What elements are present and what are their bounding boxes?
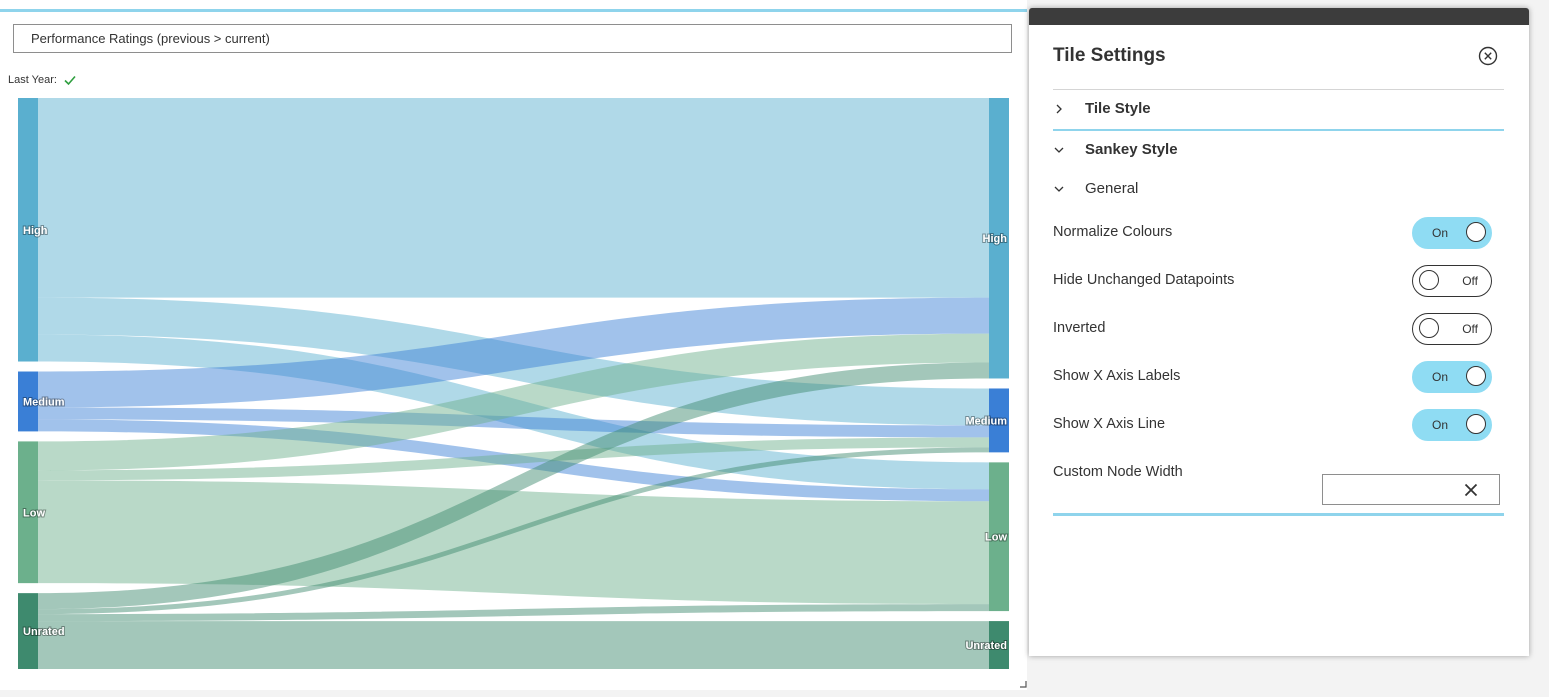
node-label-right-unrated: Unrated: [965, 640, 1007, 652]
canvas-top-border: [0, 9, 1027, 12]
toggle-knob: [1419, 318, 1439, 338]
toggle-state: On: [1432, 418, 1449, 432]
node-right-high[interactable]: [989, 98, 1009, 379]
toggle-state: On: [1432, 226, 1449, 240]
last-year-indicator: Last Year:: [8, 73, 77, 87]
toggle-knob: [1419, 270, 1439, 290]
node-label-right-medium: Medium: [965, 415, 1007, 427]
link-unrated-to-unrated[interactable]: [38, 621, 989, 669]
sankey-chart: High Medium Low Unrated High Medium Low Unrated: [18, 98, 1009, 669]
inverted-toggle[interactable]: Off: [1412, 313, 1492, 345]
link-medium-to-high[interactable]: [38, 297, 989, 408]
section-end-divider: [1053, 513, 1504, 516]
node-label-right-low: Low: [985, 532, 1007, 544]
show-x-axis-line-toggle[interactable]: On: [1412, 409, 1492, 441]
node-label-right-high: High: [983, 233, 1008, 245]
chevron-right-icon: [1056, 104, 1062, 113]
section-tile-style[interactable]: Tile Style: [1053, 100, 1151, 117]
node-label-left-unrated: Unrated: [23, 626, 65, 638]
node-right-medium[interactable]: [989, 388, 1009, 453]
link-unrated-to-low[interactable]: [38, 604, 989, 622]
panel-divider: [1053, 89, 1504, 90]
link-medium-to-low[interactable]: [38, 419, 989, 502]
toggle-state: Off: [1462, 322, 1478, 336]
section-sankey-style[interactable]: Sankey Style: [1053, 141, 1178, 158]
normalize-colours-toggle[interactable]: On: [1412, 217, 1492, 249]
node-label-left-low: Low: [23, 507, 45, 519]
link-low-to-low[interactable]: [38, 480, 989, 605]
last-year-label: Last Year:: [8, 74, 57, 86]
normalize-colours-label: Normalize Colours: [1053, 224, 1173, 240]
node-right-low[interactable]: [989, 462, 1009, 612]
section-general[interactable]: General: [1053, 180, 1138, 197]
hide-unchanged-label: Hide Unchanged Datapoints: [1053, 272, 1235, 288]
node-label-left-high: High: [23, 225, 48, 237]
node-left-medium[interactable]: [18, 371, 38, 432]
panel-title: Tile Settings: [1053, 45, 1166, 66]
link-unrated-to-medium[interactable]: [38, 447, 989, 615]
chevron-down-icon: [1054, 147, 1064, 153]
node-label-left-medium: Medium: [23, 396, 65, 408]
tile-settings-panel: Tile Settings Tile Style Sankey Style Ge…: [1029, 8, 1529, 656]
toggle-state: On: [1432, 370, 1449, 384]
section-sankey-style-label: Sankey Style: [1085, 141, 1178, 158]
show-x-axis-labels-label: Show X Axis Labels: [1053, 368, 1181, 384]
node-left-unrated[interactable]: [18, 593, 38, 669]
toggle-knob: [1466, 414, 1486, 434]
show-x-axis-line-label: Show X Axis Line: [1053, 416, 1166, 432]
chart-canvas: Performance Ratings (previous > current)…: [0, 0, 1027, 690]
node-right-unrated[interactable]: [989, 621, 1009, 669]
node-left-high[interactable]: [18, 98, 38, 362]
toggle-knob: [1466, 222, 1486, 242]
toggle-state: Off: [1462, 274, 1478, 288]
link-low-to-medium[interactable]: [38, 437, 989, 481]
inverted-label: Inverted: [1053, 320, 1106, 336]
node-left-low[interactable]: [18, 441, 38, 584]
chart-title-field[interactable]: Performance Ratings (previous > current): [13, 24, 1012, 53]
show-x-axis-labels-toggle[interactable]: On: [1412, 361, 1492, 393]
link-medium-to-medium[interactable]: [38, 407, 989, 438]
link-low-to-high[interactable]: [38, 333, 989, 471]
check-icon: [64, 75, 76, 86]
hide-unchanged-toggle[interactable]: Off: [1412, 265, 1492, 297]
clear-x-icon[interactable]: [1463, 482, 1479, 498]
toggle-knob: [1466, 366, 1486, 386]
section-tile-style-label: Tile Style: [1085, 100, 1151, 117]
section-divider: [1053, 129, 1504, 131]
link-high-to-low[interactable]: [38, 334, 989, 490]
section-general-label: General: [1085, 180, 1139, 197]
link-unrated-to-high[interactable]: [38, 362, 989, 610]
link-high-to-high[interactable]: [38, 98, 989, 298]
chevron-down-icon: [1054, 186, 1064, 192]
custom-node-width-input[interactable]: [1322, 474, 1500, 505]
link-high-to-medium[interactable]: [38, 297, 989, 426]
close-circle-icon[interactable]: [1478, 46, 1498, 66]
resize-handle-icon[interactable]: [1019, 680, 1027, 688]
custom-node-width-label: Custom Node Width: [1053, 464, 1183, 480]
